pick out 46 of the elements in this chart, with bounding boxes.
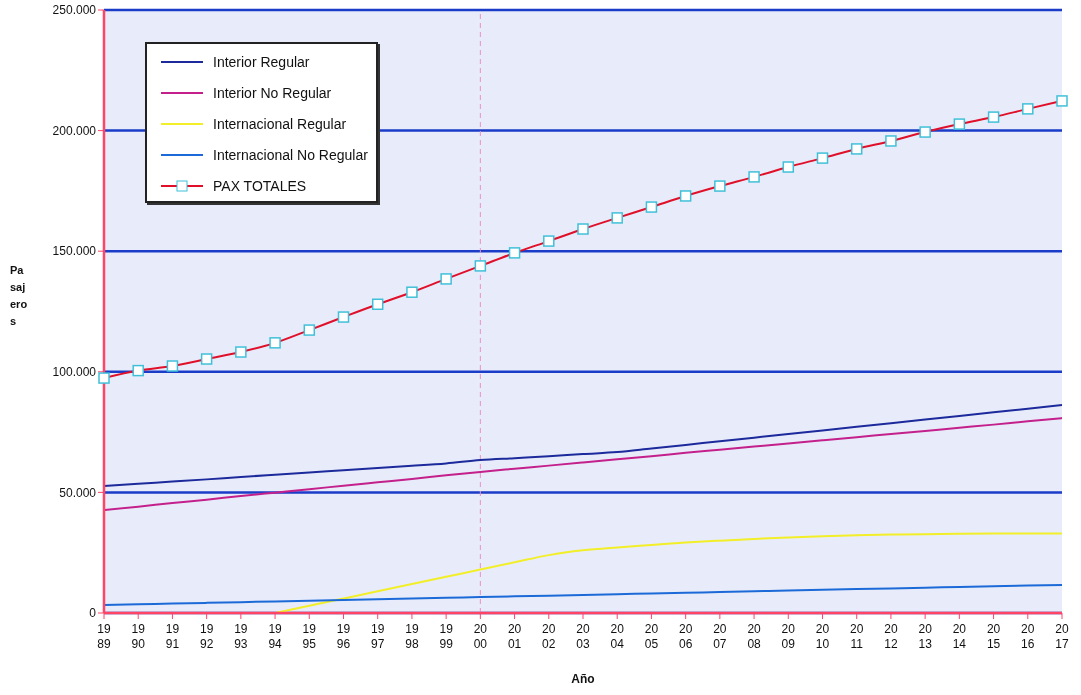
x-tick-label: 1999 [439,622,454,651]
line-series [103,584,1063,607]
x-tick-label: 1990 [131,622,146,651]
line-series [274,532,1063,613]
x-tick-label: 1994 [268,622,283,651]
y-axis-title: Pasajeros [10,263,29,329]
x-tick-label: 2001 [507,622,522,651]
line-series [103,404,1063,487]
line-series [103,417,1063,512]
x-tick-label: 2012 [884,622,898,651]
legend-label: PAX TOTALES [213,177,307,194]
x-axis-title: Año [571,672,595,686]
y-tick-label: 0 [89,606,97,621]
x-tick-label: 2002 [542,622,556,651]
legend-label: Interior No Regular [213,84,332,101]
x-tick-label: 2016 [1021,622,1035,651]
x-tick-label: 1993 [234,622,248,651]
y-tick-label: 150.000 [52,244,97,259]
x-tick-label: 1997 [371,622,385,651]
legend-label: Internacional No Regular [213,146,368,163]
x-tick-label: 1998 [405,622,419,651]
x-tick-label: 2000 [473,622,488,651]
x-tick-label: 2004 [610,622,625,651]
x-tick-label: 2015 [986,622,1001,651]
x-tick-label: 2014 [952,622,967,651]
x-tick-label: 2010 [815,622,830,651]
y-tick-label: 100.000 [52,365,97,380]
x-tick-label: 2013 [918,622,933,651]
y-tick-label: 250.000 [52,3,97,18]
x-tick-label: 2005 [644,622,659,651]
x-tick-label: 1995 [302,622,317,651]
x-tick-label: 2011 [850,622,864,651]
legend-label: Internacional Regular [213,115,347,132]
x-tick-label: 2003 [576,622,590,651]
y-tick-label: 50.000 [59,485,97,500]
y-tick-label: 200.000 [52,123,97,138]
x-tick-label: 1989 [97,622,111,651]
x-tick-label: 2009 [781,622,796,651]
x-tick-label: 2017 [1055,622,1069,651]
x-tick-label: 2007 [713,622,727,651]
x-tick-label: 1992 [199,622,214,651]
x-tick-label: 2008 [747,622,762,651]
x-tick-label: 2006 [678,622,693,651]
x-tick-label: 1991 [165,622,180,651]
legend-label: Interior Regular [213,53,310,70]
x-tick-label: 1996 [336,622,351,651]
